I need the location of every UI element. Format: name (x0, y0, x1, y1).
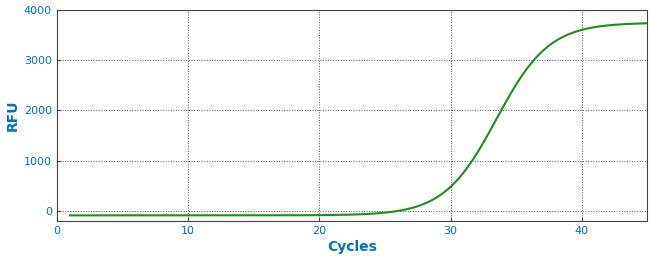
Y-axis label: RFU: RFU (6, 100, 20, 131)
X-axis label: Cycles: Cycles (327, 240, 377, 255)
